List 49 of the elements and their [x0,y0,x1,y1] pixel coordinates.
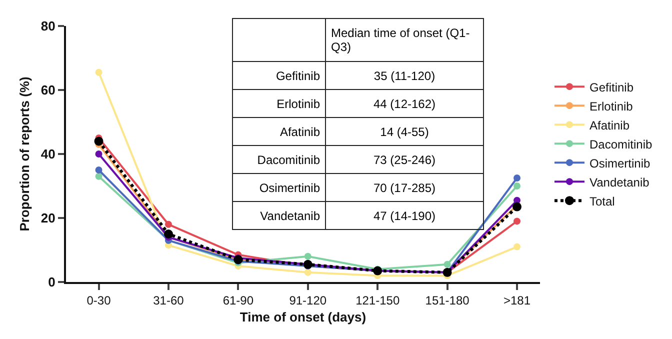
legend-label: Afatinib [589,118,630,132]
annotation: 14 (4-55) [326,118,484,146]
point [95,166,102,174]
y-tick-label: 0 [48,274,56,290]
annotation: Gefitinib [232,62,326,90]
point [95,68,102,76]
point [512,202,522,212]
legend-label: Total [589,194,615,208]
legend-label: Gefitinib [589,80,634,94]
point [514,243,520,250]
y-tick-label: 40 [40,146,56,162]
x-axis-title: Time of onset (days) [240,310,366,324]
annotation: Dacomitinib [232,146,326,174]
point [514,174,520,182]
point [304,252,312,260]
annotation: 73 (25-246) [326,146,484,174]
legend-label: Dacomitinib [589,137,652,152]
x-tick-label: 121-150 [356,293,400,308]
legend-label: Erlotinib [589,99,634,114]
annotation: 44 (12-162) [326,90,484,118]
y-tick-label: 80 [40,18,56,34]
annotation: 47 (14-190) [326,202,484,230]
legend-label: Vandetanib [589,175,650,190]
annotation: Erlotinib [232,90,326,118]
point [94,136,104,146]
y-tick-label: 20 [40,210,56,226]
point [164,230,173,238]
point [304,268,312,276]
x-tick-label: 61-90 [222,293,254,308]
legend-label: Osimertinib [589,156,650,170]
annotation: Osimertinib [232,174,326,202]
annotation: Afatinib [232,118,326,146]
point [514,218,520,225]
annotation: Vandetanib [232,202,326,230]
x-tick-label: 31-60 [153,293,184,308]
annotation: 70 (17-285) [326,174,484,202]
x-tick-label: >181 [503,293,531,308]
x-tick-label: 91-120 [289,293,327,308]
y-tick-label: 60 [40,82,56,98]
annotation: Median time of onset (Q1-Q3) [326,18,484,62]
x-tick-label: 0-30 [86,293,112,308]
point [514,182,520,190]
point [95,150,102,158]
point [95,172,102,180]
point [444,260,451,268]
point [164,220,172,228]
y-axis-title: Proportion of reports (%) [17,76,32,232]
annotation: 35 (11-120) [326,62,484,90]
x-tick-label: 151-180 [425,293,470,308]
